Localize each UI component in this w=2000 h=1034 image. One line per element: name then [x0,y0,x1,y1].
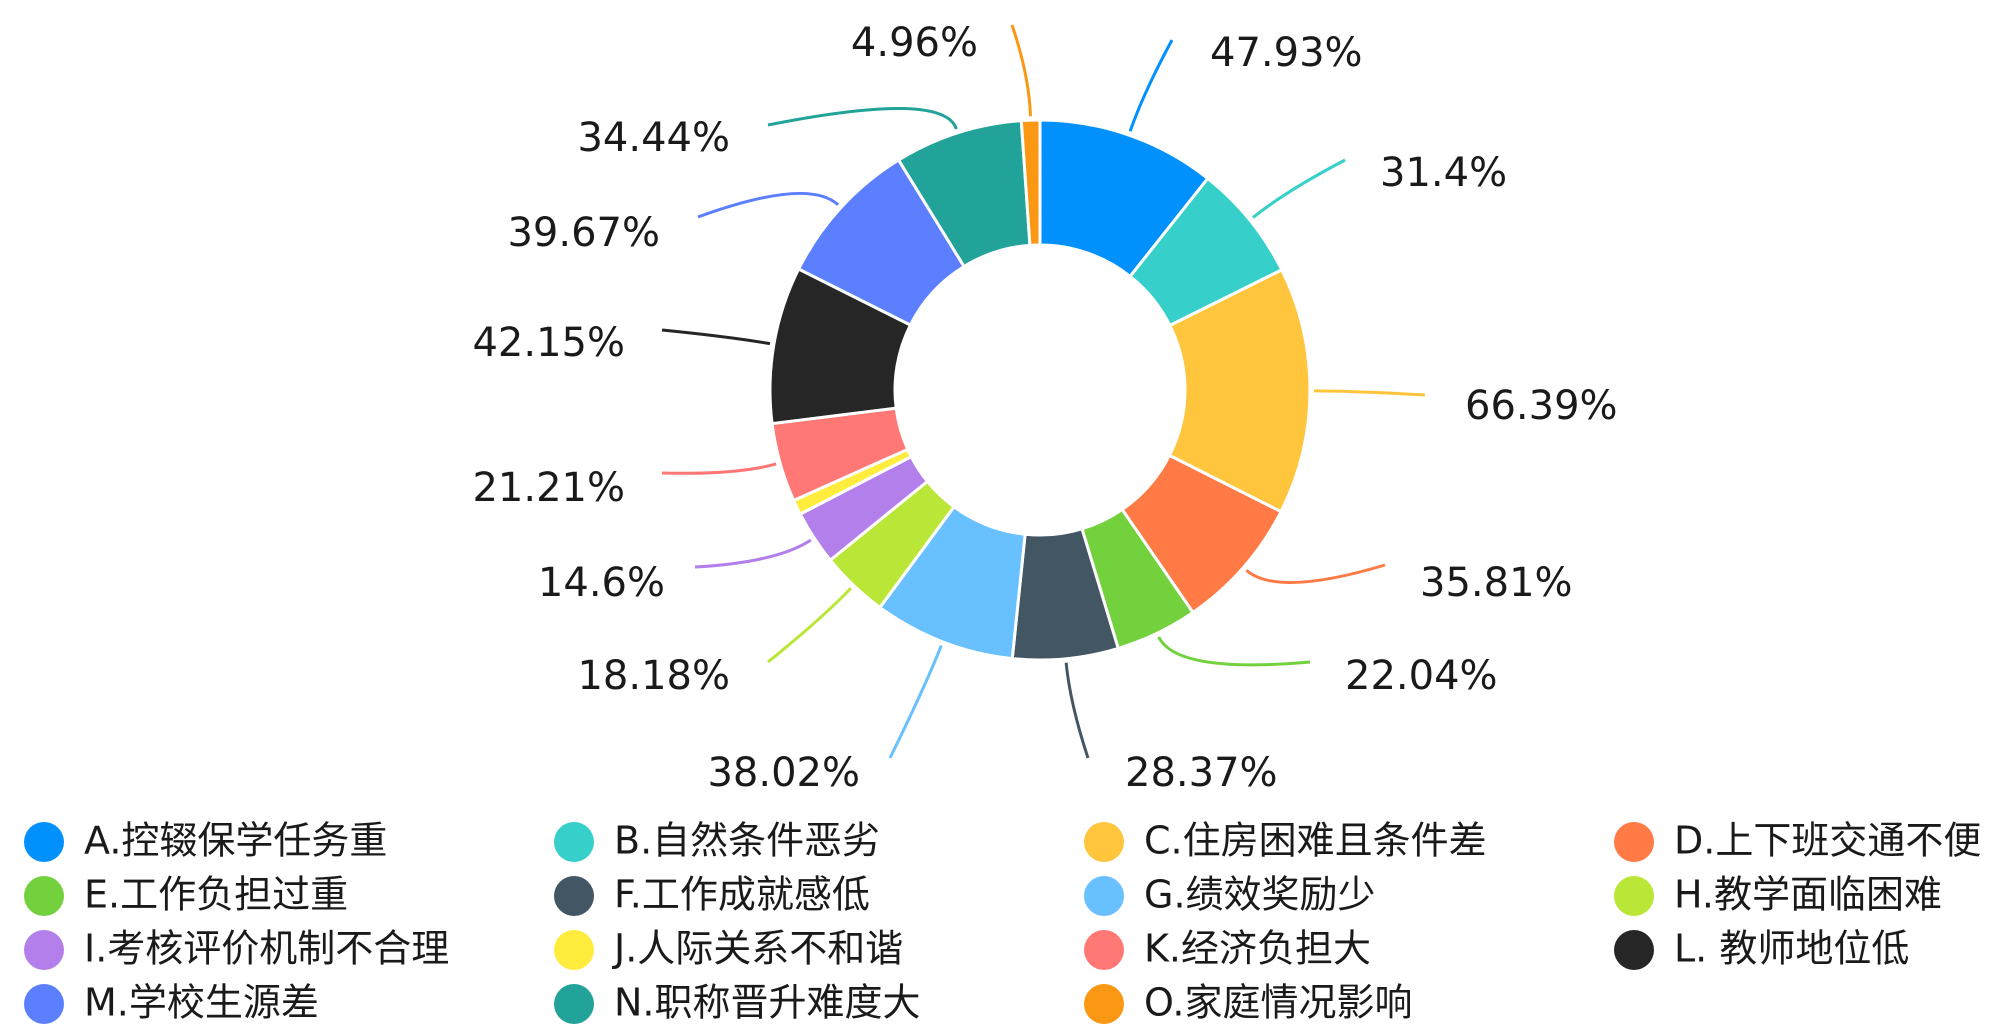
legend-label-12: L. 教师地位低 [1674,927,1909,971]
legend-label-14: N.职称晋升难度大 [614,981,921,1025]
legend-marker-4 [1614,822,1654,862]
legend-marker-12 [1614,930,1654,970]
leader-line-7 [888,645,943,759]
data-label-13: 39.67% [507,210,660,256]
data-label-4: 35.81% [1420,560,1573,606]
chart-leader-lines [661,24,1426,759]
legend-marker-7 [1084,876,1124,916]
legend-label-11: K.经济负担大 [1144,927,1371,971]
legend-label-5: E.工作负担过重 [84,873,348,917]
data-label-6: 28.37% [1125,750,1278,796]
chart-data-labels: 47.93% 31.4% 66.39% 35.81% 22.04% 28.37% 38.02… [472,20,1617,796]
leader-line-1 [1128,39,1174,132]
legend-marker-5 [24,876,64,916]
data-label-3: 66.39% [1465,383,1618,429]
data-label-15: 4.96% [851,20,978,66]
legend-label-8: H.教学面临困难 [1674,873,1942,917]
leader-line-8 [767,587,852,664]
legend-marker-8 [1614,876,1654,916]
legend-marker-11 [1084,930,1124,970]
legend-label-2: B.自然条件恶劣 [614,819,880,863]
data-label-9: 14.6% [538,560,665,606]
legend-label-15: O.家庭情况影响 [1144,981,1412,1025]
leader-line-2 [1251,158,1346,219]
data-label-12: 42.15% [472,320,625,366]
legend-marker-1 [24,822,64,862]
data-label-7: 38.02% [707,750,860,796]
slice-3 [1167,267,1312,514]
legend-label-7: G.绩效奖励少 [1144,873,1376,917]
legend-label-10: J.人际关系不和谐 [612,927,903,971]
legend-marker-6 [554,876,594,916]
data-label-11: 21.21% [472,465,625,511]
data-label-5: 22.04% [1345,653,1498,699]
leader-line-15 [1010,24,1032,117]
legend-label-9: I.考核评价机制不合理 [84,927,449,971]
legend-label-1: A.控辍保学任务重 [84,819,387,863]
legend-marker-15 [1084,984,1124,1024]
leader-line-14 [767,106,958,130]
legend-marker-10 [554,930,594,970]
chart-slices [768,118,1312,662]
data-label-8: 18.18% [577,653,730,699]
legend-marker-3 [1084,822,1124,862]
legend-label-6: F.工作成就感低 [614,873,870,917]
leader-line-6 [1064,662,1090,759]
leader-line-5 [1157,636,1311,667]
legend-marker-9 [24,930,64,970]
legend-marker-2 [554,822,594,862]
legend-label-13: M.学校生源差 [84,981,319,1025]
data-label-2: 31.4% [1380,150,1507,196]
legend-marker-14 [554,984,594,1024]
slice-15 [1019,118,1042,247]
leader-line-9 [694,538,812,569]
data-label-14: 34.44% [577,115,730,161]
legend-label-4: D.上下班交通不便 [1674,819,1981,863]
legend-marker-13 [24,984,64,1024]
leader-line-12 [661,328,771,346]
leader-line-13 [697,191,840,219]
chart-legend: A.控辍保学任务重 B.自然条件恶劣 C.住房困难且条件差 D.上下班交通不便 E.工作… [24,819,1981,1025]
leader-line-3 [1313,389,1426,397]
legend-label-3: C.住房困难且条件差 [1144,819,1487,863]
data-label-1: 47.93% [1210,30,1363,76]
leader-line-4 [1245,563,1386,585]
leader-line-11 [661,462,777,475]
